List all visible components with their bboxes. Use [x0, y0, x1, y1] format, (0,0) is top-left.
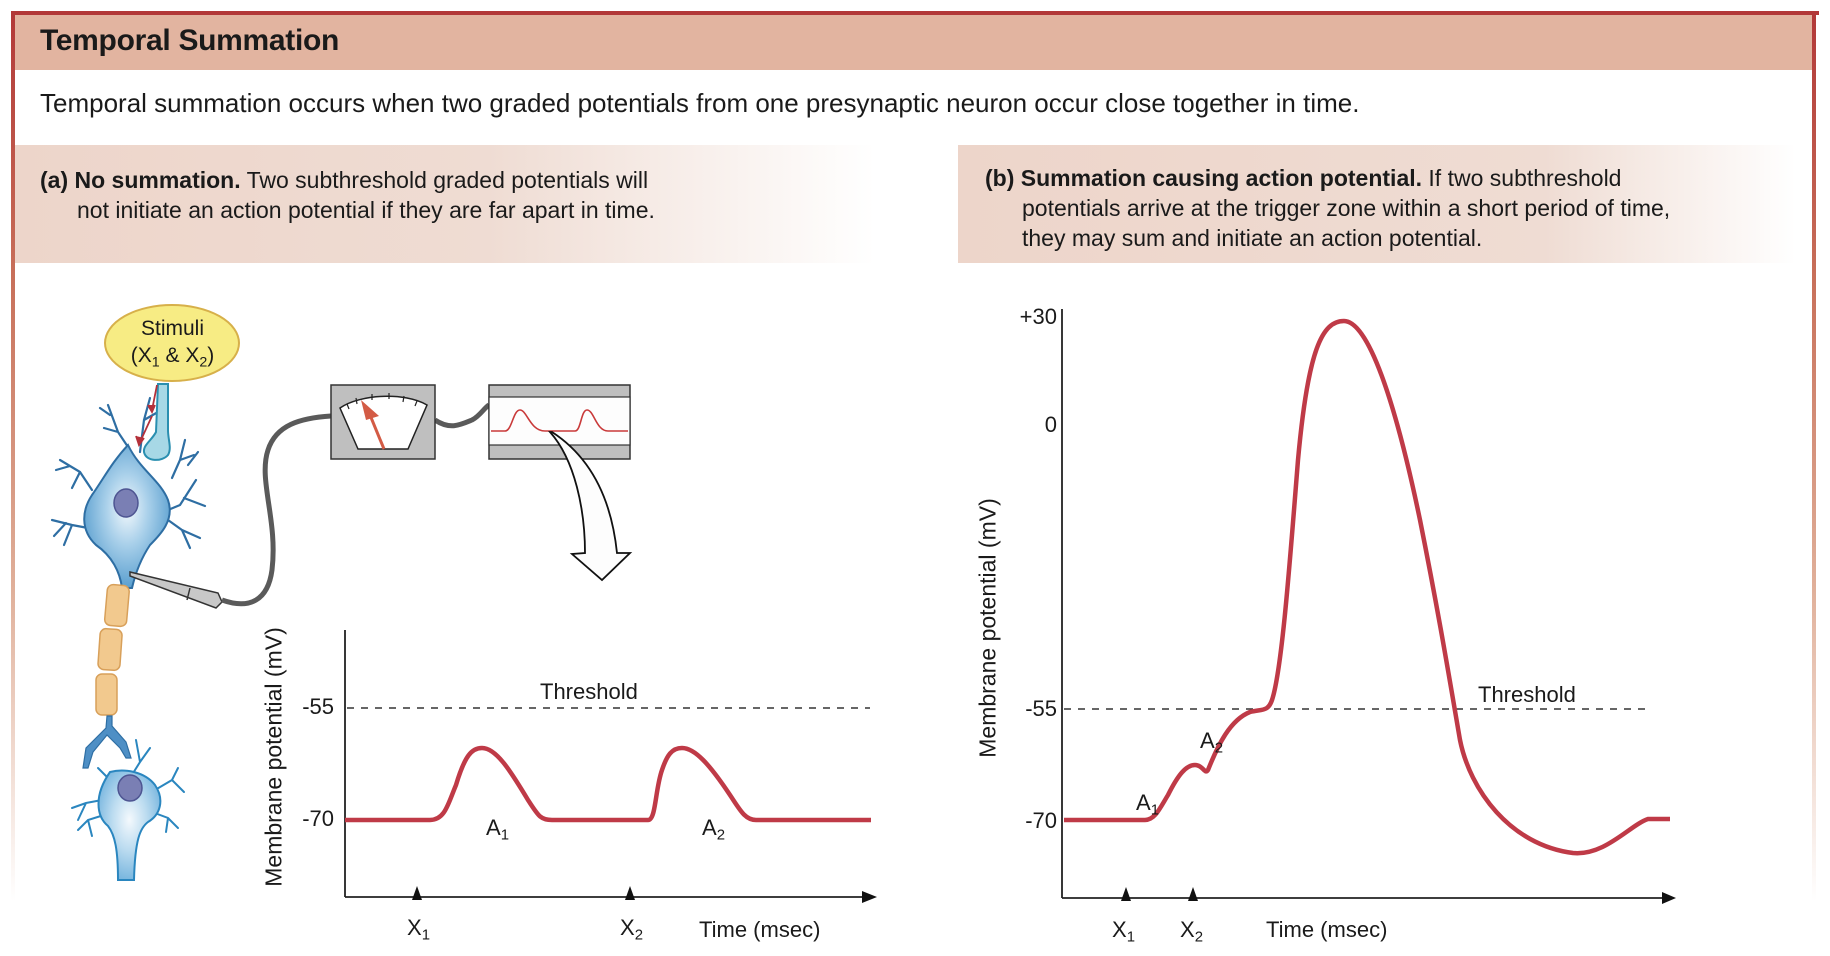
postsynaptic-soma-icon	[97, 769, 162, 881]
stimuli-mid: & X	[159, 344, 200, 367]
graph-a-peak-a2: A2	[702, 815, 726, 844]
electrode-wire	[221, 413, 332, 607]
stimuli-open: (X	[130, 344, 152, 367]
voltmeter-icon	[330, 384, 436, 460]
stimulus-bubble-icon	[104, 304, 240, 382]
panel-b-line2: potentials arrive at the trigger zone wi…	[1022, 195, 1671, 221]
frame-border-top	[11, 11, 1819, 15]
graph-a-stimulus-x1: X1	[407, 915, 431, 944]
graph-b-ytick-0: 0	[1044, 412, 1057, 437]
graph-b-stimulus-x1: X1	[1112, 917, 1136, 946]
graph-b-peak-a2: A2	[1200, 728, 1224, 757]
graph-a-ytick-55: -55	[302, 694, 334, 719]
panel-a-label: (a) No summation.	[40, 167, 241, 193]
graph-a-plot	[344, 630, 877, 903]
chart-recorder-icon	[488, 384, 631, 460]
panel-b-line1: If two subthreshold	[1422, 165, 1622, 191]
panel-a-line1: Two subthreshold graded potentials will	[240, 167, 649, 193]
presynaptic-neuron-icon	[50, 396, 207, 550]
graph-a-y-axis-label: Membrane potential (mV)	[260, 627, 287, 887]
graph-b-x-axis-label: Time (msec)	[1266, 917, 1388, 942]
graph-b-threshold-label: Threshold	[1478, 682, 1576, 707]
stimuli-title: Stimuli	[140, 317, 204, 340]
graph-a-peak-a1: A1	[486, 815, 510, 844]
frame-border-left	[11, 11, 15, 901]
panel-b-caption: (b) Summation causing action potential. …	[958, 145, 1796, 263]
page-title: Temporal Summation	[40, 24, 340, 57]
graph-b-stimulus-x2: X2	[1180, 917, 1204, 946]
header-bar	[15, 15, 1812, 70]
stimuli-sub2: 2	[199, 354, 208, 371]
stimuli-close: )	[207, 344, 215, 367]
stimuli-label: Stimuli (X1 & X2)	[105, 305, 240, 382]
stimuli-sub1: 1	[151, 354, 160, 371]
graph-b-plot	[1061, 309, 1676, 904]
myelinated-axon-icon	[82, 583, 132, 769]
graph-b-peak-a1: A1	[1136, 790, 1160, 819]
graph-b-ytick-70: -70	[1025, 808, 1057, 833]
panel-a-caption: (a) No summation. Two subthreshold grade…	[15, 145, 875, 263]
graph-a-stimulus-x2: X2	[620, 915, 644, 944]
graph-b-ytick-55: -55	[1025, 696, 1057, 721]
nucleus-icon	[113, 488, 139, 518]
meter-wire	[433, 402, 491, 429]
recording-electrode-icon	[129, 571, 223, 609]
panel-a-line2: not initiate an action potential if they…	[77, 197, 655, 223]
stimulus-arrow-icon	[135, 384, 158, 447]
graph-a-x-axis-label: Time (msec)	[699, 917, 821, 942]
panel-b-label: (b) Summation causing action potential.	[985, 165, 1423, 191]
graph-b-ytick-30: +30	[1019, 304, 1057, 329]
frame-border-right	[1812, 11, 1816, 901]
graph-a-threshold-label: Threshold	[540, 679, 638, 704]
graph-a-ytick-70: -70	[302, 806, 334, 831]
subtitle: Temporal summation occurs when two grade…	[40, 88, 1360, 118]
panel-b-line3: they may sum and initiate an action pote…	[1022, 225, 1483, 251]
stimulating-electrode-icon	[142, 383, 171, 461]
nucleus-icon	[117, 774, 143, 802]
zoom-arrow-icon	[547, 431, 633, 582]
